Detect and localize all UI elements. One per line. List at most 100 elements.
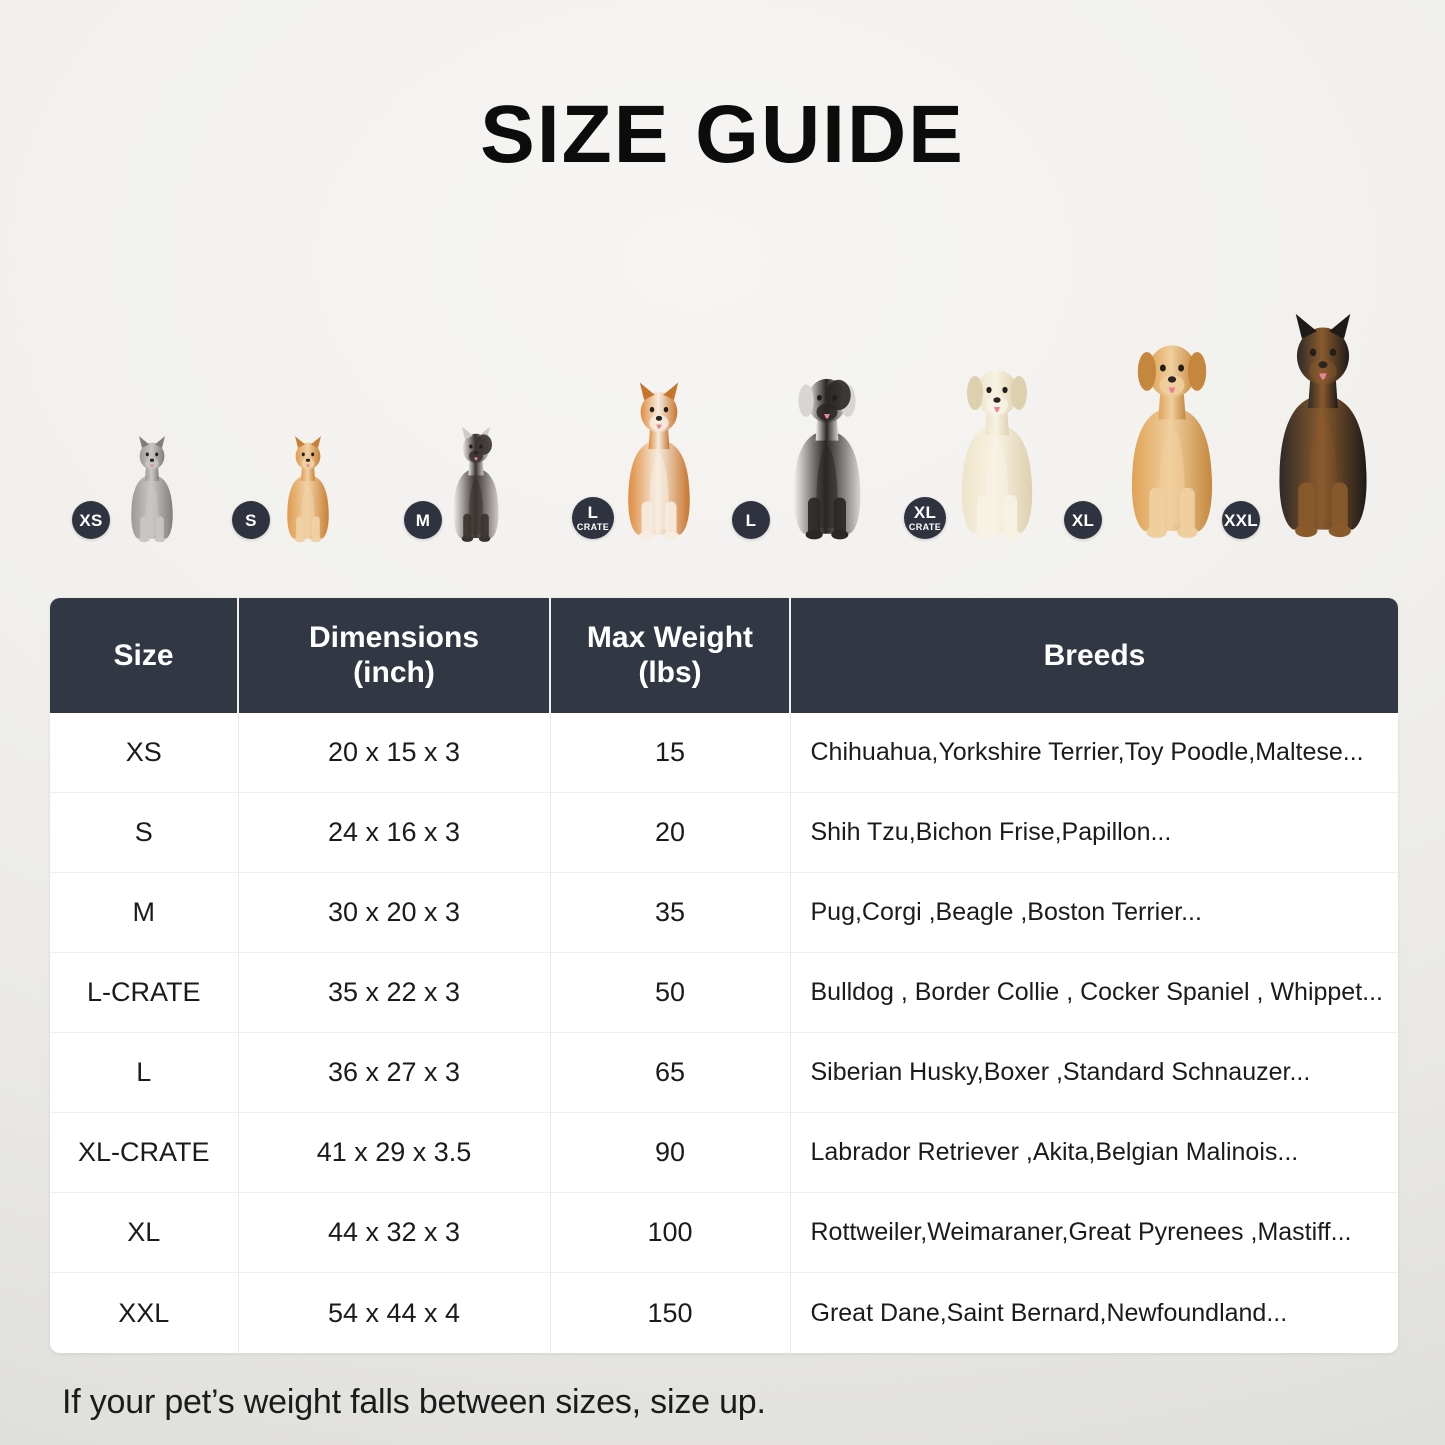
cell-max-weight: 65	[550, 1032, 791, 1114]
cell-dimensions: 30 x 20 x 3	[238, 872, 551, 954]
size-badge-m: M	[404, 501, 442, 539]
table-row: L 36 x 27 x 3 65 Siberian Husky,Boxer ,Stan…	[50, 1032, 1398, 1114]
gray-tabby-cat-icon	[131, 436, 173, 543]
size-badge-label: S	[245, 510, 257, 530]
size-badge-sublabel: CRATE	[576, 522, 610, 532]
cell-size: XXL	[50, 1272, 239, 1353]
doberman-icon	[1242, 299, 1404, 547]
labrador-retriever-icon	[924, 347, 1070, 547]
size-badge-label: XL	[1071, 510, 1095, 530]
column-header-size: Size	[50, 598, 239, 713]
table-head: Size Dimensions (inch) Max Weight (lbs) …	[50, 598, 1398, 713]
cell-breeds: Shih Tzu,Bichon Frise,Papillon...	[790, 792, 1398, 874]
size-badge-xs: XS	[72, 501, 110, 539]
size-badge-label: L	[745, 510, 757, 530]
table-body: XS 20 x 15 x 3 15 Chihuahua,Yorkshire Terri…	[50, 712, 1398, 1353]
size-badge-label: L	[587, 503, 599, 522]
cell-breeds: Pug,Corgi ,Beagle ,Boston Terrier...	[790, 872, 1398, 954]
cell-max-weight: 20	[550, 792, 791, 874]
cell-dimensions: 44 x 32 x 3	[238, 1192, 551, 1274]
size-badge-xl-crate: XL CRATE	[904, 497, 946, 539]
size-badge-label: M	[415, 510, 431, 530]
cell-size: XL	[50, 1192, 239, 1274]
cell-breeds: Siberian Husky,Boxer ,Standard Schnauzer…	[790, 1032, 1398, 1114]
cell-breeds: Chihuahua,Yorkshire Terrier,Toy Poodle,M…	[790, 712, 1398, 794]
column-header-breeds: Breeds	[790, 598, 1398, 713]
table-row: XL-CRATE 41 x 29 x 3.5 90 Labrador Retrieve…	[50, 1112, 1398, 1194]
border-collie-icon	[752, 357, 902, 547]
cell-size: M	[50, 872, 239, 954]
animal-size-lineup: XS S	[52, 262, 1393, 547]
cell-size: L	[50, 1032, 239, 1114]
animal-xl: XL	[1064, 319, 1260, 547]
size-badge-xxl: XXL	[1222, 501, 1260, 539]
size-badge-l-crate: L CRATE	[572, 497, 614, 539]
cell-size: XL-CRATE	[50, 1112, 239, 1194]
size-badge-l: L	[732, 501, 770, 539]
french-bulldog-icon	[424, 419, 528, 547]
column-header-dimensions-line1: Dimensions	[308, 621, 480, 654]
table-row: M 30 x 20 x 3 35 Pug,Corgi ,Beagle ,Boston …	[50, 872, 1398, 954]
cell-dimensions: 54 x 44 x 4	[238, 1272, 551, 1353]
size-badge-xl: XL	[1064, 501, 1102, 539]
cell-dimensions: 35 x 22 x 3	[238, 952, 551, 1034]
border-collie-icon	[793, 378, 861, 540]
cell-max-weight: 90	[550, 1112, 791, 1194]
cell-dimensions: 36 x 27 x 3	[238, 1032, 551, 1114]
cell-breeds: Bulldog , Border Collie , Cocker Spaniel…	[790, 952, 1398, 1034]
golden-retriever-icon	[1084, 319, 1260, 547]
table-row: XS 20 x 15 x 3 15 Chihuahua,Yorkshire Terri…	[50, 712, 1398, 794]
column-header-dimensions-line2: (inch)	[353, 656, 435, 690]
animal-l-crate: L CRATE	[572, 372, 726, 547]
golden-retriever-icon	[1131, 345, 1213, 538]
pomeranian-dog-icon	[252, 429, 364, 547]
cell-max-weight: 50	[550, 952, 791, 1034]
pomeranian-dog-icon	[287, 436, 329, 543]
cell-size: XS	[50, 712, 239, 794]
cell-dimensions: 20 x 15 x 3	[238, 712, 551, 794]
animal-xl-crate: XL CRATE	[904, 347, 1070, 547]
cell-size: L-CRATE	[50, 952, 239, 1034]
size-table: Size Dimensions (inch) Max Weight (lbs) …	[50, 598, 1398, 1353]
table-row: S 24 x 16 x 3 20 Shih Tzu,Bichon Frise,Papi…	[50, 792, 1398, 874]
shiba-inu-icon	[628, 382, 690, 540]
cell-dimensions: 41 x 29 x 3.5	[238, 1112, 551, 1194]
cell-max-weight: 35	[550, 872, 791, 954]
labrador-retriever-icon	[961, 370, 1033, 539]
size-badge-s: S	[232, 501, 270, 539]
size-badge-sublabel: CRATE	[908, 522, 942, 532]
table-row: XXL 54 x 44 x 4 150 Great Dane,Saint Bernar…	[50, 1272, 1398, 1353]
animal-m: M	[404, 419, 528, 547]
column-header-max-weight: Max Weight (lbs)	[550, 598, 791, 713]
cell-size: S	[50, 792, 239, 874]
doberman-icon	[1279, 313, 1367, 538]
animal-xxl: XXL	[1222, 299, 1404, 547]
animal-xs: XS	[72, 429, 212, 547]
size-badge-label: XL	[913, 503, 937, 522]
cell-breeds: Labrador Retriever ,Akita,Belgian Malino…	[790, 1112, 1398, 1194]
page-title-container: SIZE GUIDE	[0, 94, 1445, 176]
animal-l: L	[732, 357, 902, 547]
column-header-max-weight-line1: Max Weight	[586, 621, 754, 654]
cell-breeds: Great Dane,Saint Bernard,Newfoundland...	[790, 1272, 1398, 1353]
cell-dimensions: 24 x 16 x 3	[238, 792, 551, 874]
cell-breeds: Rottweiler,Weimaraner,Great Pyrenees ,Ma…	[790, 1192, 1398, 1274]
column-header-size-line1: Size	[113, 638, 174, 672]
shiba-inu-icon	[592, 372, 726, 547]
column-header-dimensions: Dimensions (inch)	[238, 598, 551, 713]
cell-max-weight: 150	[550, 1272, 791, 1353]
size-table-container: Size Dimensions (inch) Max Weight (lbs) …	[50, 598, 1398, 1353]
animal-s: S	[232, 429, 364, 547]
footnote-text: If your pet’s weight falls between sizes…	[62, 1383, 766, 1421]
french-bulldog-icon	[453, 426, 499, 542]
table-header-row: Size Dimensions (inch) Max Weight (lbs) …	[50, 598, 1398, 713]
size-badge-label: XXL	[1224, 510, 1258, 530]
column-header-breeds-line1: Breeds	[1043, 638, 1146, 672]
cell-max-weight: 100	[550, 1192, 791, 1274]
gray-tabby-cat-icon	[92, 429, 212, 547]
size-badge-label: XS	[79, 510, 103, 530]
column-header-max-weight-line2: (lbs)	[638, 656, 702, 690]
table-row: L-CRATE 35 x 22 x 3 50 Bulldog , Border Col…	[50, 952, 1398, 1034]
cell-max-weight: 15	[550, 712, 791, 794]
